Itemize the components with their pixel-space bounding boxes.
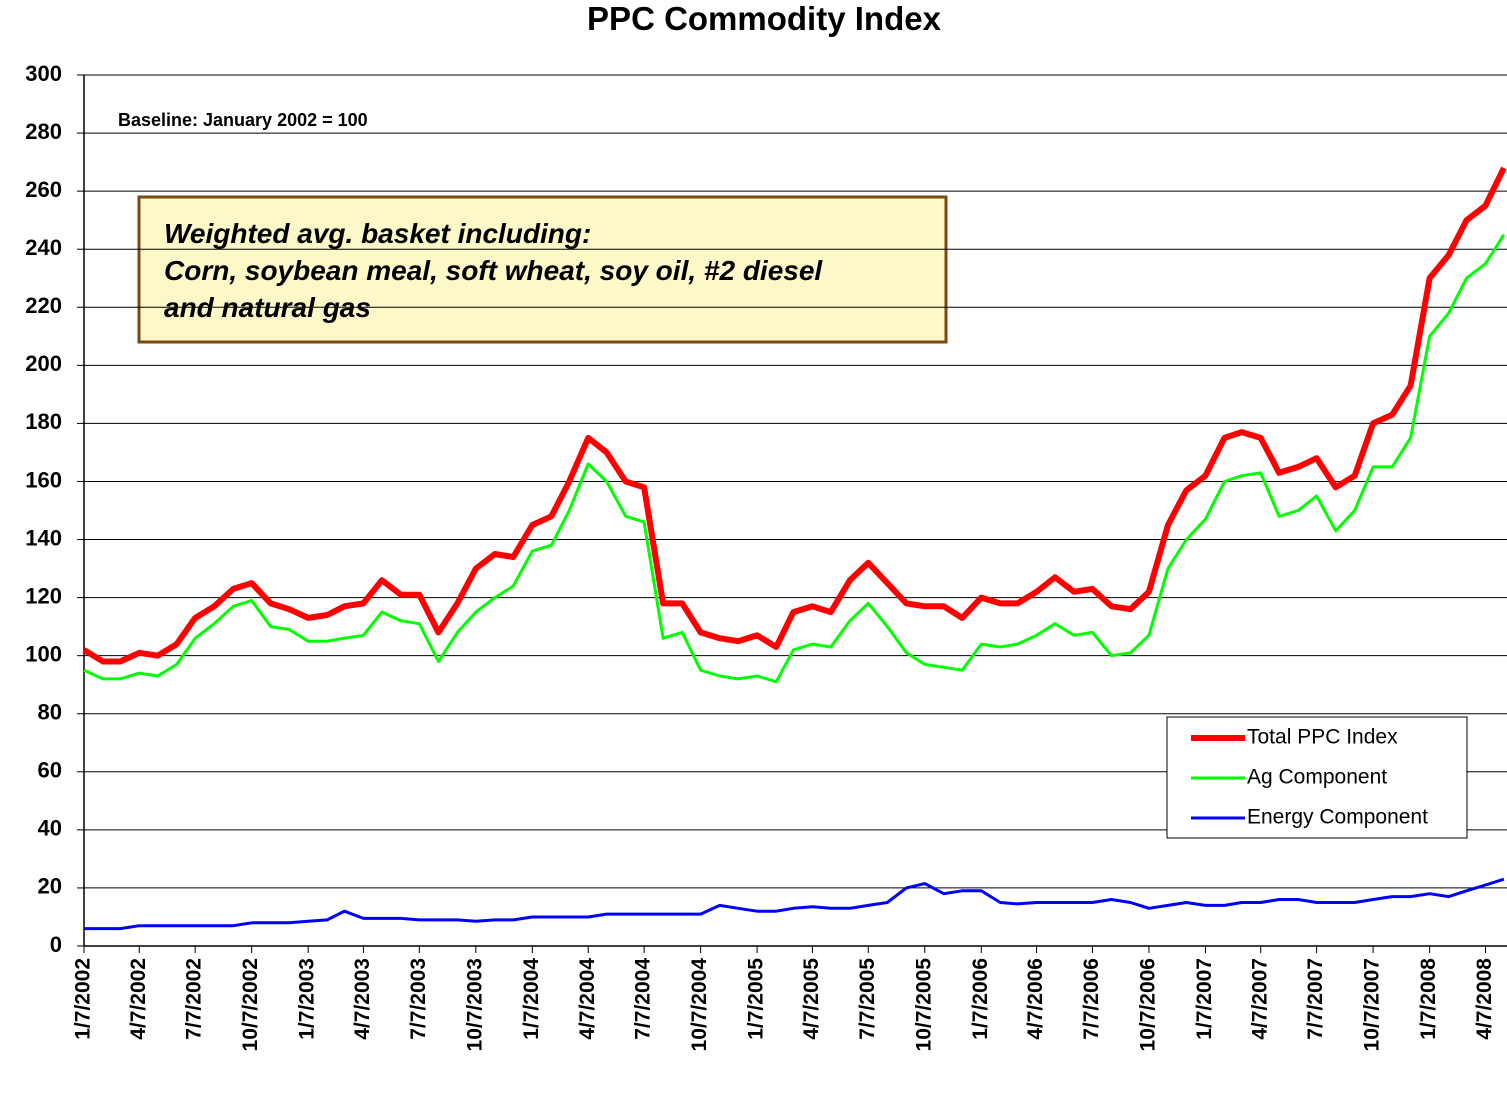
series-line [82, 166, 1507, 665]
legend-label: Ag Component [1247, 766, 1387, 789]
x-tick-label: 1/7/2002 [72, 958, 95, 1040]
annotation-line: Corn, soybean meal, soft wheat, soy oil,… [164, 255, 823, 286]
y-tick-label: 60 [38, 758, 62, 783]
chart-title: PPC Commodity Index [587, 0, 942, 37]
x-tick-label: 4/7/2004 [576, 958, 599, 1040]
x-tick-label: 7/7/2003 [407, 958, 430, 1040]
x-tick-label: 7/7/2007 [1304, 958, 1327, 1040]
annotation-box [137, 195, 948, 344]
x-tick-label: 10/7/2005 [912, 958, 935, 1052]
x-tick-label: 7/7/2004 [632, 958, 655, 1040]
baseline-note: Baseline: January 2002 = 100 [118, 110, 368, 130]
x-tick-label: 1/7/2006 [969, 958, 992, 1040]
y-tick-label: 80 [38, 700, 62, 725]
y-tick-label: 220 [25, 293, 62, 318]
y-tick-label: 280 [25, 119, 62, 144]
x-tick-label: 10/7/2007 [1361, 958, 1384, 1051]
x-tick-label: 4/7/2008 [1473, 958, 1496, 1040]
x-tick-label: 4/7/2003 [351, 958, 374, 1040]
y-tick-label: 160 [25, 467, 62, 492]
x-tick-label: 1/7/2004 [520, 958, 543, 1040]
x-tick-label: 7/7/2002 [183, 958, 206, 1040]
y-tick-label: 20 [38, 874, 62, 899]
x-tick-label: 1/7/2008 [1417, 958, 1440, 1040]
legend: Total PPC Index Ag Component Energy Compon… [1166, 716, 1468, 839]
annotation-line: Weighted avg. basket including: [164, 218, 591, 249]
y-tick-label: 200 [25, 351, 62, 376]
x-tick-label: 10/7/2004 [688, 958, 711, 1052]
x-tick-label: 7/7/2006 [1080, 958, 1103, 1040]
series-line [84, 877, 1505, 931]
x-tick-label: 4/7/2002 [127, 958, 150, 1040]
y-tick-label: 260 [25, 177, 62, 202]
x-tick-label: 10/7/2006 [1136, 958, 1159, 1051]
y-tick-label: 300 [25, 61, 62, 86]
legend-label: Total PPC Index [1247, 726, 1398, 749]
y-tick-label: 140 [25, 525, 62, 550]
x-tick-label: 1/7/2003 [296, 958, 319, 1040]
y-tick-label: 100 [25, 641, 62, 666]
legend-label: Energy Component [1247, 806, 1428, 829]
x-tick-label: 7/7/2005 [856, 958, 879, 1040]
x-tick-label: 10/7/2002 [239, 958, 262, 1051]
x-tick-label: 4/7/2005 [800, 958, 823, 1040]
y-tick-label: 40 [38, 816, 62, 841]
x-tick-label: 4/7/2007 [1248, 958, 1271, 1040]
y-tick-label: 180 [25, 409, 62, 434]
x-tick-label: 10/7/2003 [463, 958, 486, 1051]
x-tick-label: 4/7/2006 [1024, 958, 1047, 1040]
x-tick-label: 1/7/2005 [745, 958, 768, 1040]
y-tick-label: 120 [25, 583, 62, 608]
y-tick-label: 240 [25, 235, 62, 260]
series-line [83, 233, 1506, 684]
x-tick-label: 1/7/2007 [1193, 958, 1216, 1040]
y-tick-label: 0 [50, 932, 62, 957]
